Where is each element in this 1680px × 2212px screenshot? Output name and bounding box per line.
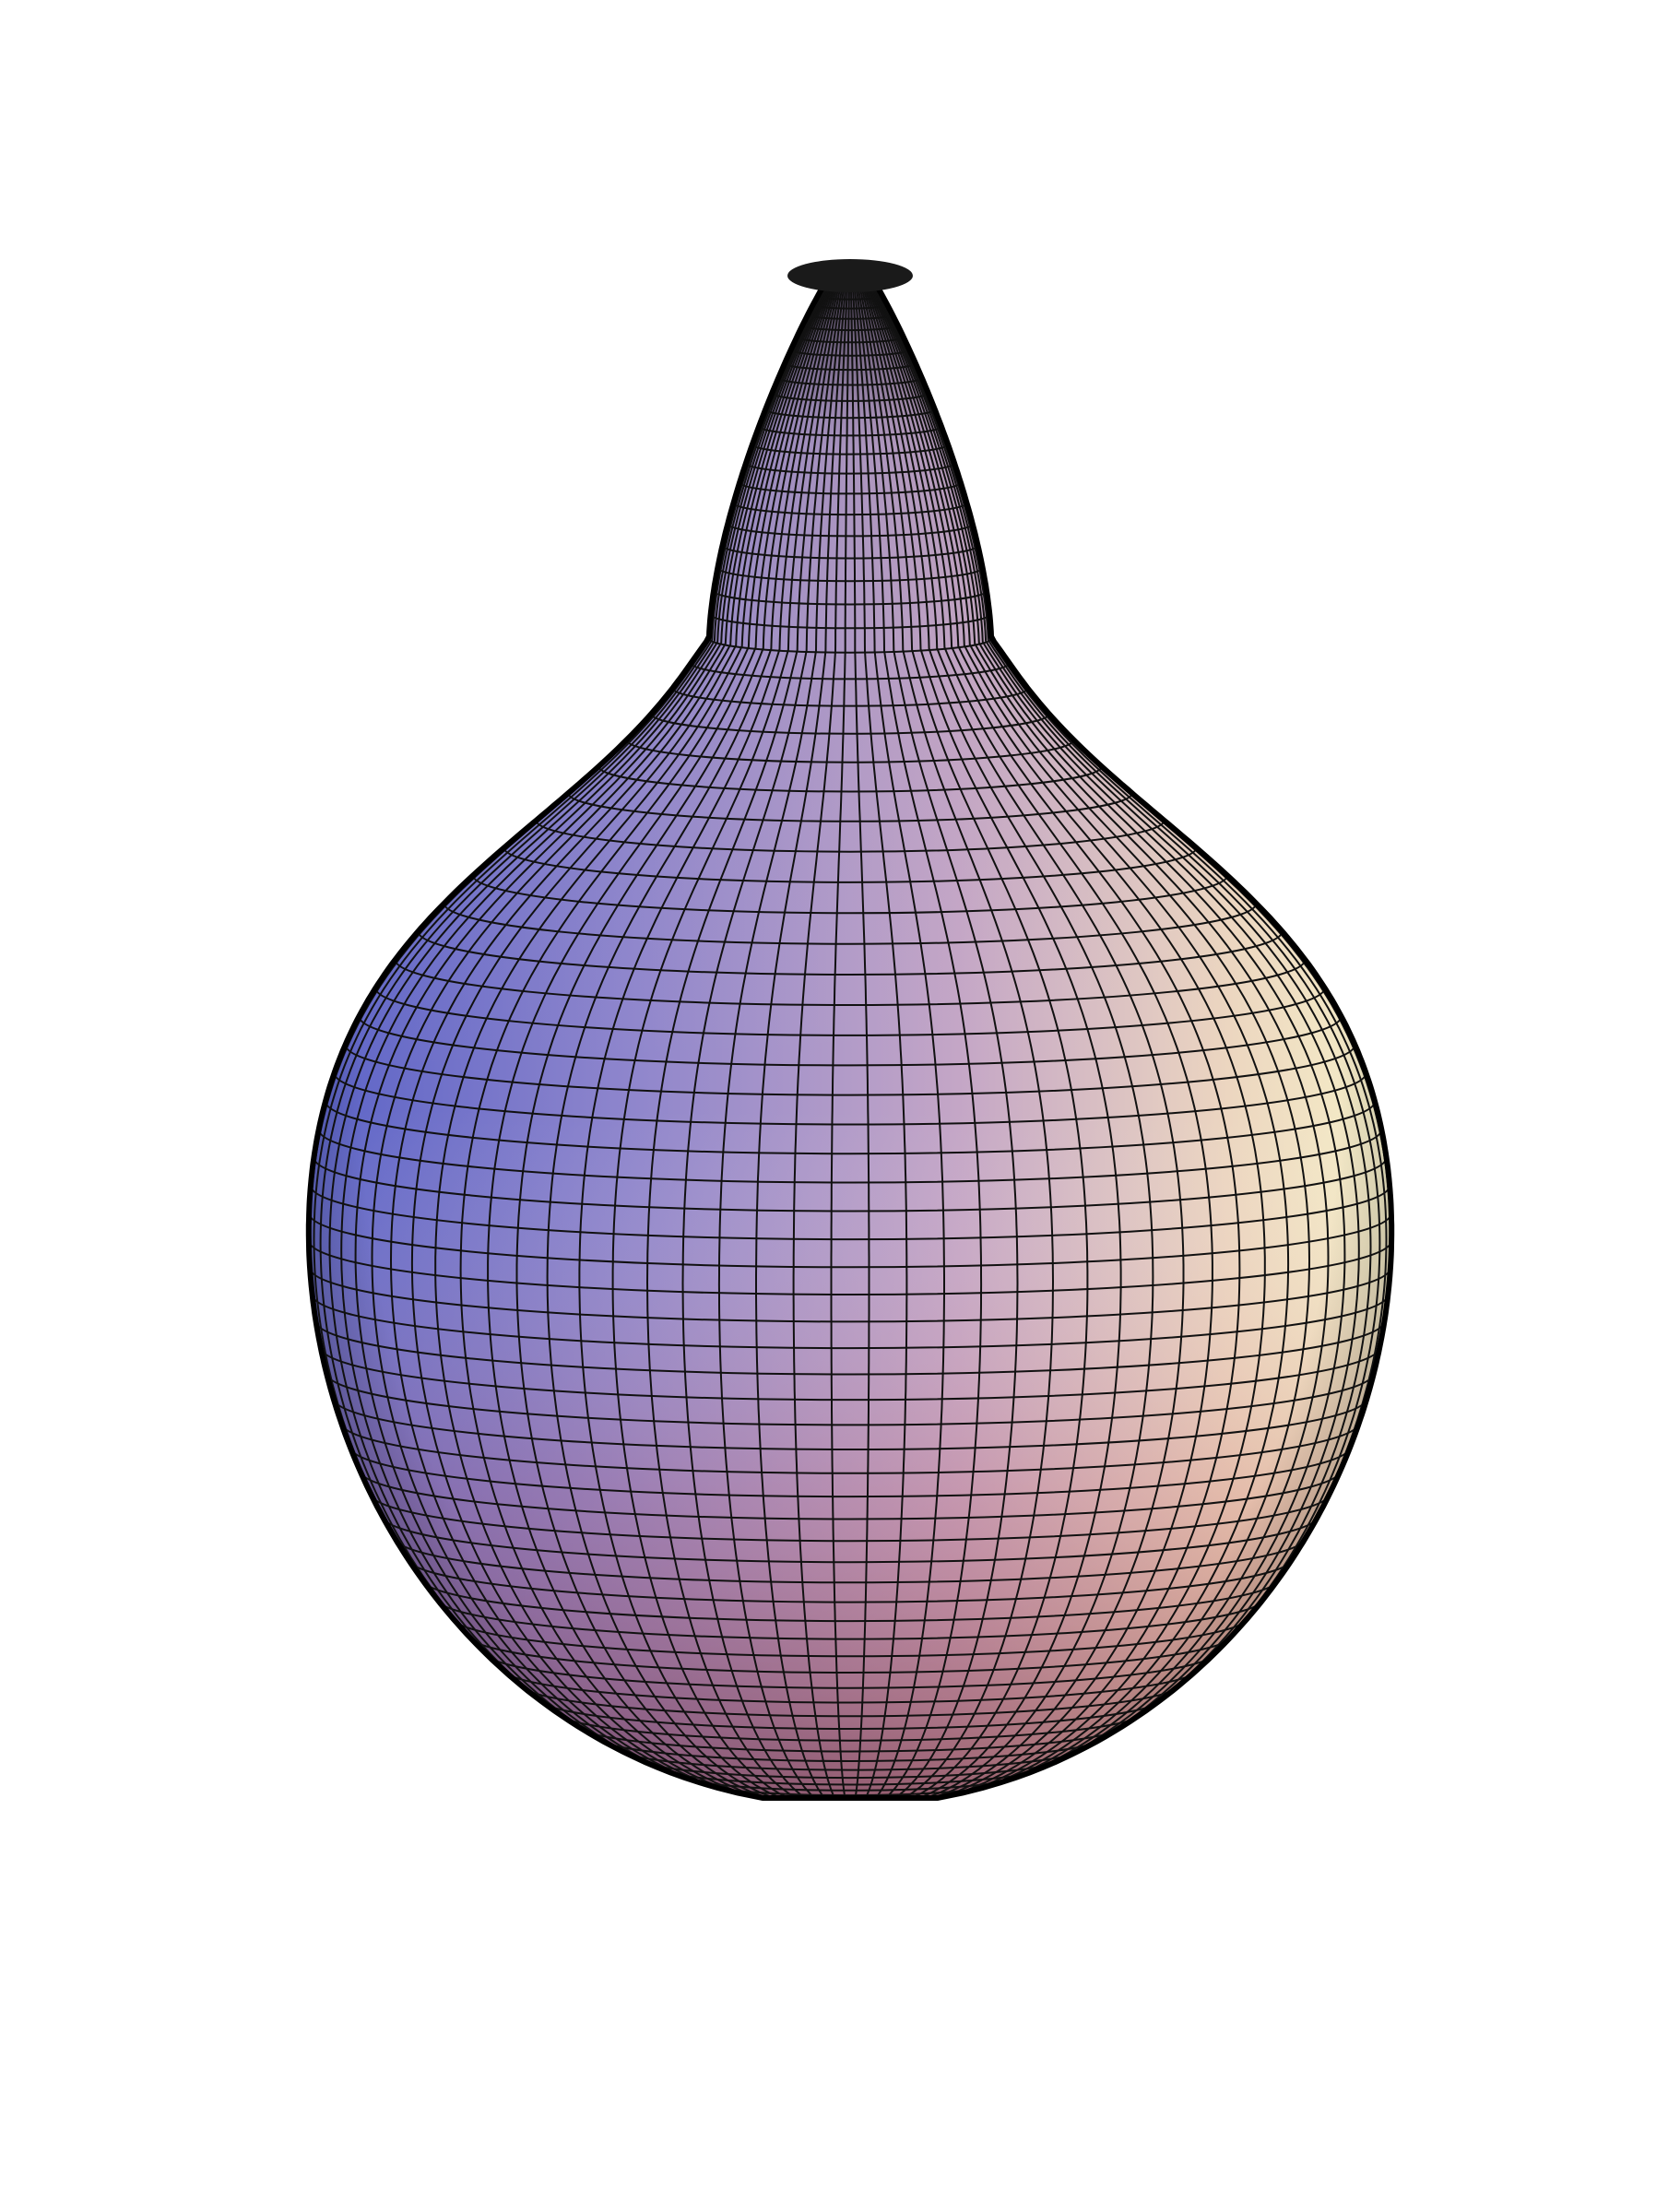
- mesh-parallel-line: [349, 1446, 1352, 1498]
- mesh-parallel-line: [333, 1072, 1367, 1126]
- mesh-meridian-line: [645, 263, 847, 1798]
- mesh-meridian-line: [854, 263, 1089, 1798]
- mesh-meridian-line: [487, 263, 844, 1798]
- mesh-parallel-line: [314, 1320, 1386, 1376]
- mesh-parallel-line: [344, 1044, 1356, 1096]
- mesh-parallel-line: [420, 1578, 1281, 1623]
- mesh-parallel-line: [319, 1346, 1381, 1402]
- mesh-meridian-line: [858, 263, 1346, 1798]
- mesh-parallel-line: [358, 1016, 1343, 1067]
- mesh-parallel-line: [308, 1240, 1392, 1295]
- mesh-meridian-line: [578, 263, 846, 1798]
- mesh-meridian-line: [858, 263, 1266, 1798]
- mesh-meridian-line: [340, 263, 841, 1798]
- mesh-meridian-line: [852, 263, 1019, 1798]
- mesh-meridian-line: [856, 263, 1185, 1798]
- mesh-parallel-line: [394, 959, 1307, 1006]
- mesh-meridian-line: [857, 263, 1213, 1798]
- mesh-meridian-line: [755, 264, 849, 1798]
- mesh-parallel-line: [308, 1212, 1392, 1269]
- surface-outline: [305, 260, 1395, 1801]
- mesh-meridian-line: [389, 263, 842, 1798]
- mesh-meridian-line: [354, 263, 842, 1798]
- mesh-parallel-line: [443, 903, 1258, 945]
- surface-edge-shading: [308, 263, 1392, 1798]
- mesh-meridian-line: [859, 263, 1372, 1798]
- mesh-parallel-line: [317, 1129, 1383, 1184]
- mesh-meridian-line: [850, 264, 908, 1798]
- mesh-parallel-line: [339, 1422, 1361, 1474]
- mesh-meridian-line: [851, 264, 945, 1798]
- mesh-parallel-line: [369, 1493, 1331, 1543]
- mesh-meridian-line: [858, 263, 1311, 1798]
- mesh-meridian-line: [434, 263, 843, 1798]
- mesh-parallel-line: [417, 931, 1284, 976]
- mesh-meridian-line: [851, 263, 983, 1798]
- mesh-meridian-line: [717, 263, 849, 1798]
- mesh-parallel-line: [309, 1267, 1391, 1323]
- mesh-parallel-line: [325, 1101, 1376, 1155]
- mesh-meridian-line: [611, 263, 846, 1798]
- mesh-parallel-line: [359, 1470, 1342, 1520]
- mesh-parallel-line: [466, 1634, 1235, 1674]
- mesh-meridian-line: [319, 263, 841, 1798]
- mesh-meridian-line: [849, 264, 870, 1798]
- mesh-meridian-line: [830, 264, 851, 1798]
- mesh-parallel-line: [393, 1536, 1307, 1584]
- mesh-meridian-line: [459, 263, 844, 1798]
- mesh-parallel-line: [332, 1397, 1368, 1450]
- surface-body: [308, 263, 1392, 1798]
- mesh-parallel-line: [311, 1294, 1390, 1350]
- mesh-parallel-line: [374, 988, 1326, 1036]
- mesh-parallel-line: [325, 1372, 1376, 1426]
- mesh-parallel-line: [406, 1557, 1295, 1603]
- mesh-parallel-line: [313, 1157, 1388, 1212]
- mesh-parallel-line: [381, 1515, 1319, 1564]
- mesh-meridian-line: [858, 263, 1290, 1798]
- mesh-meridian-line: [328, 263, 841, 1798]
- mesh-parallel-line: [503, 847, 1198, 883]
- mesh-parallel-line: [472, 875, 1228, 915]
- mesh-meridian-line: [515, 263, 845, 1798]
- mesh-meridian-line: [859, 263, 1360, 1798]
- mesh-meridian-line: [855, 263, 1154, 1798]
- mesh-parallel-line: [450, 1615, 1250, 1658]
- mesh-meridian-line: [792, 264, 850, 1798]
- mesh-meridian-line: [854, 263, 1122, 1798]
- surface-tip-cap: [787, 259, 913, 292]
- mesh-meridian-line: [371, 263, 842, 1798]
- mesh-meridian-line: [853, 263, 1055, 1798]
- mesh-meridian-line: [410, 263, 843, 1798]
- mesh-meridian-line: [546, 263, 846, 1798]
- mesh-meridian-line: [859, 263, 1381, 1798]
- mesh-parallel-line: [434, 1597, 1266, 1640]
- mesh-meridian-line: [857, 263, 1241, 1798]
- mesh-meridian-line: [858, 263, 1330, 1798]
- mesh-meridian-line: [681, 263, 848, 1798]
- mesh-parallel-line: [309, 1185, 1391, 1241]
